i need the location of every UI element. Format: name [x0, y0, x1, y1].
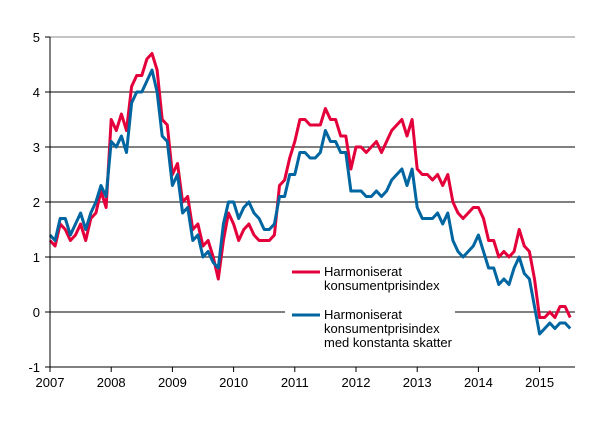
legend-label-2: Harmoniserat [324, 307, 402, 322]
x-tick-label: 2012 [342, 375, 371, 390]
y-tick-label: 4 [33, 85, 40, 100]
legend-label-2: konsumentprisindex [324, 321, 440, 336]
y-tick-label: 5 [33, 30, 40, 45]
x-tick-label: 2008 [97, 375, 126, 390]
legend-background [285, 262, 455, 362]
x-tick-label: 2010 [219, 375, 248, 390]
x-tick-label: 2014 [464, 375, 493, 390]
legend-label-1: Harmoniserat [324, 264, 402, 279]
x-tick-label: 2009 [158, 375, 187, 390]
y-tick-label: 1 [33, 250, 40, 265]
x-tick-label: 2013 [403, 375, 432, 390]
x-tick-label: 2015 [525, 375, 554, 390]
legend-label-1: konsumentprisindex [324, 278, 440, 293]
x-tick-label: 2007 [36, 375, 65, 390]
series-line-1 [48, 52, 572, 319]
y-tick-label: 2 [33, 195, 40, 210]
series-line-2 [48, 68, 572, 336]
y-tick-label: 0 [33, 305, 40, 320]
y-tick-label: 3 [33, 140, 40, 155]
y-tick-label: -1 [28, 360, 40, 375]
x-tick-label: 2011 [281, 375, 309, 390]
legend-label-2: med konstanta skatter [324, 335, 453, 350]
